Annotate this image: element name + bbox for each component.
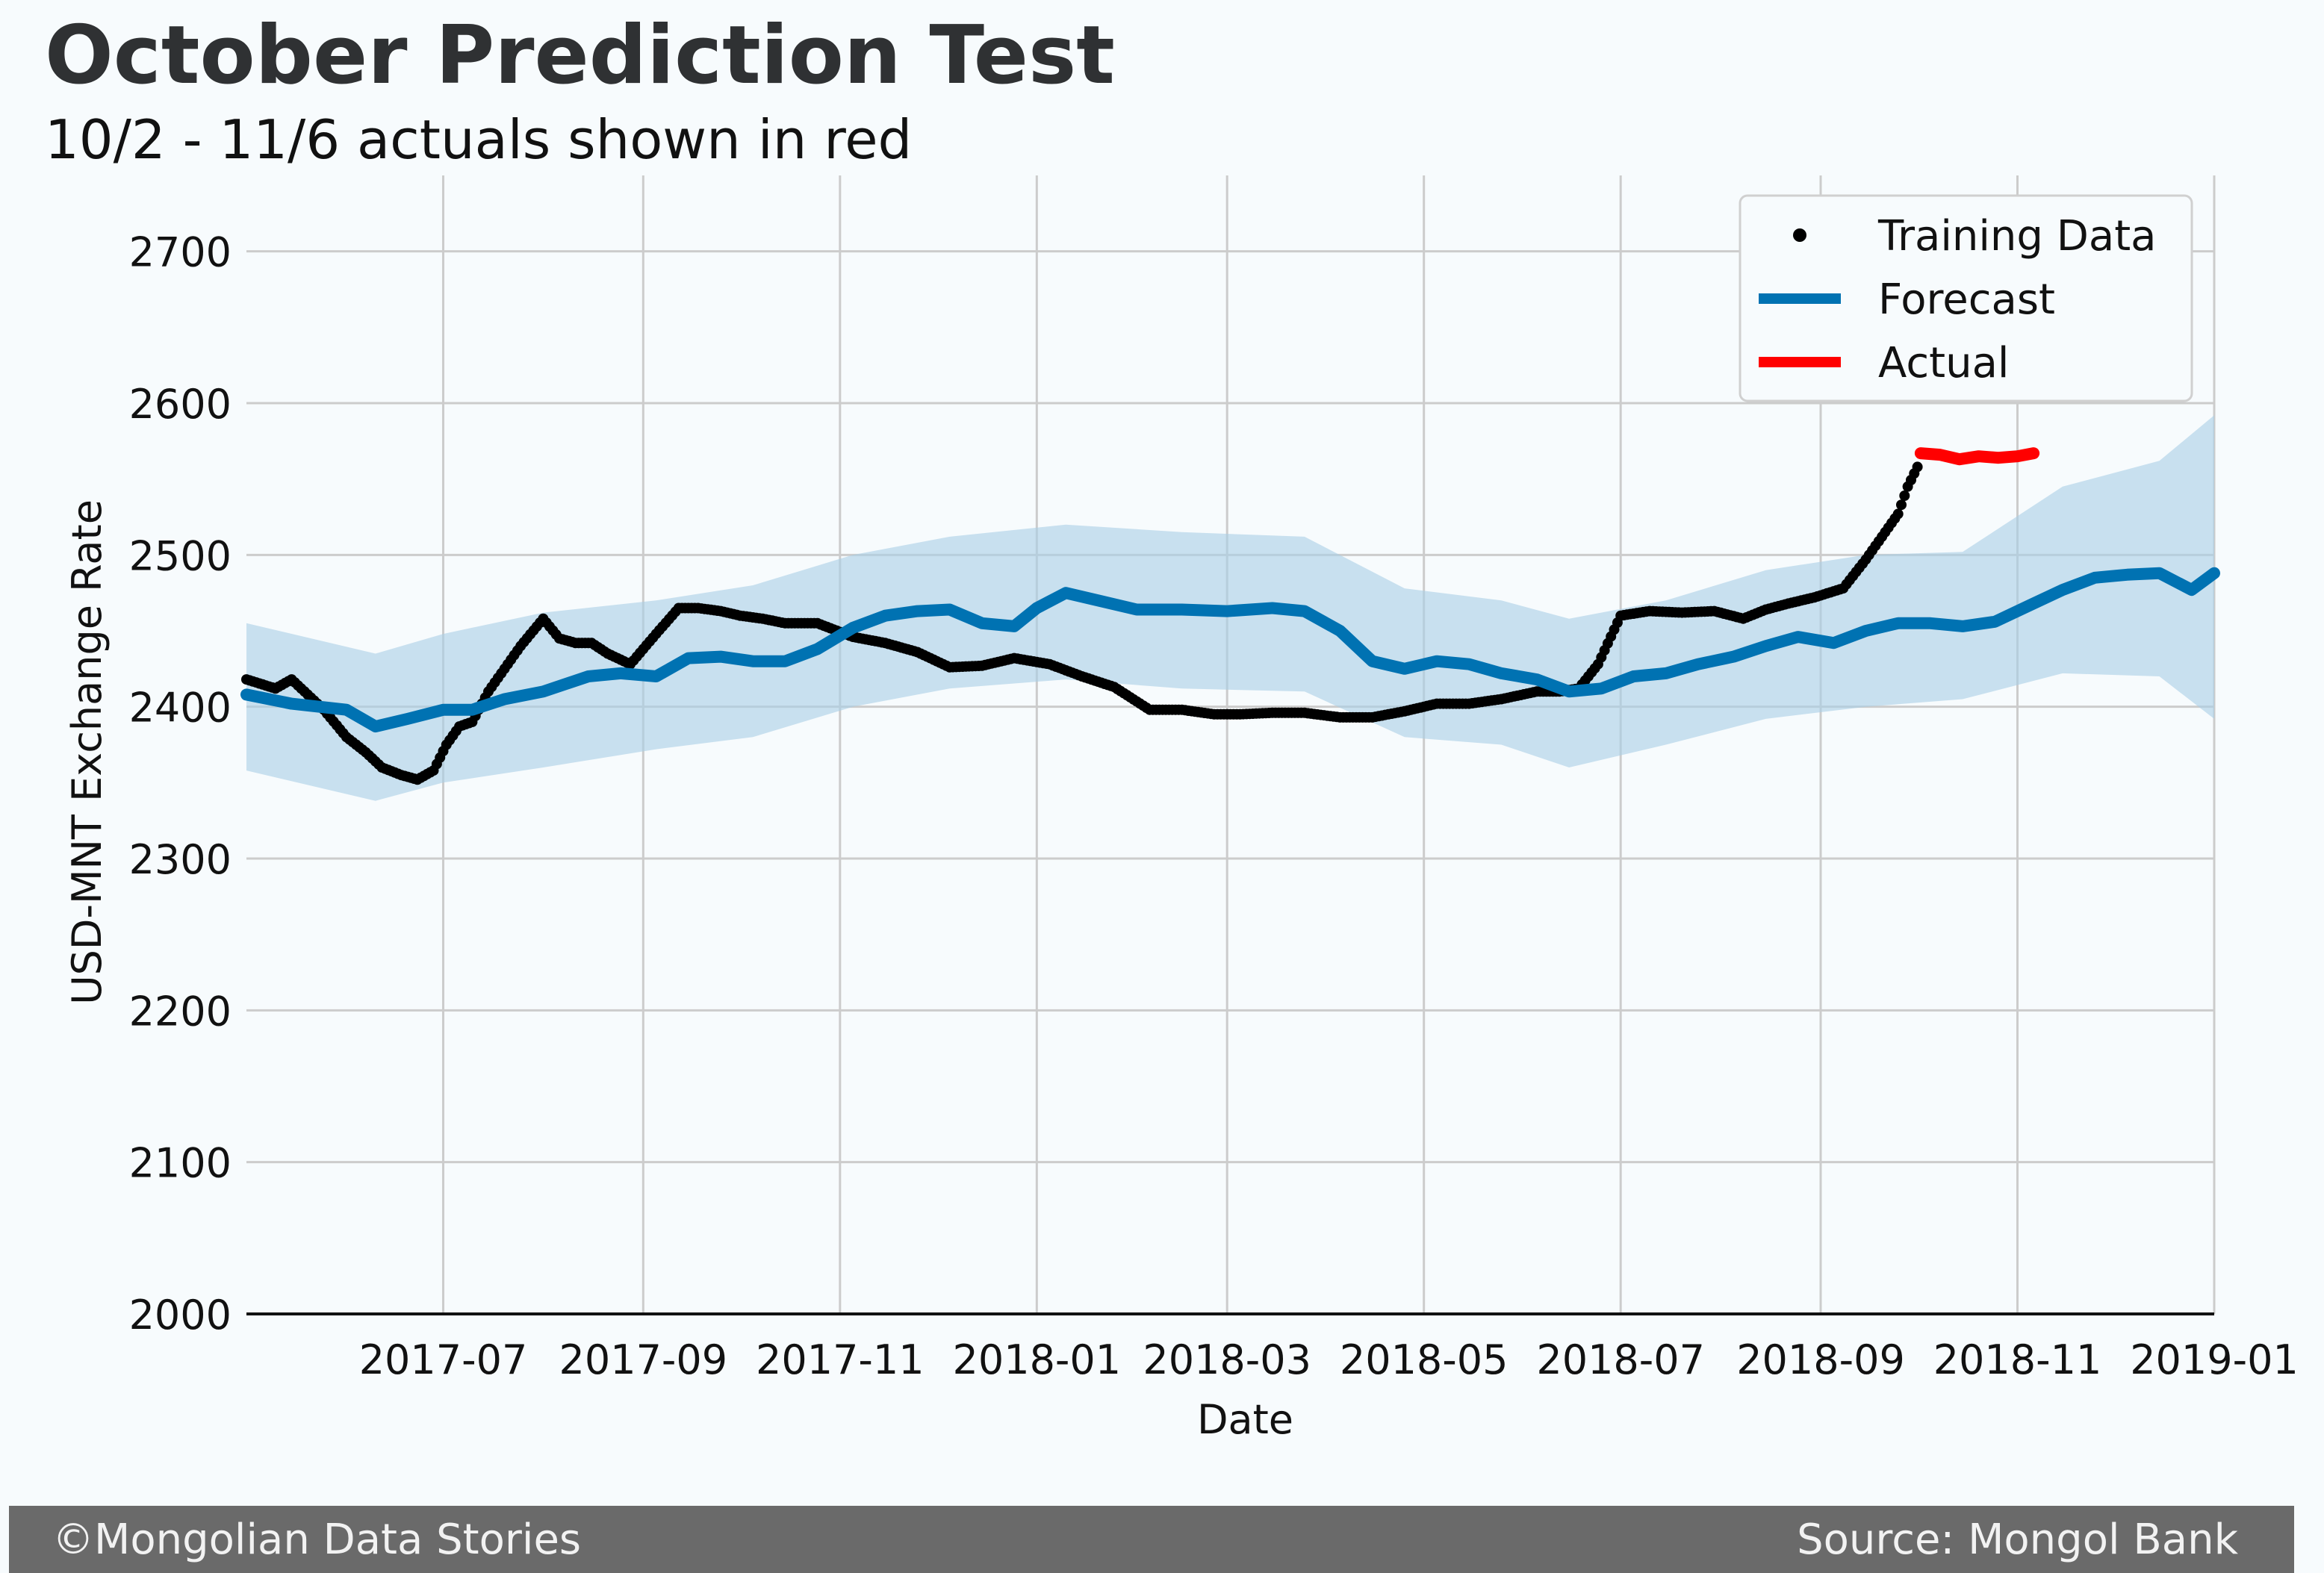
training-data-point <box>1896 499 1907 511</box>
legend-box <box>1739 194 2193 402</box>
y-tick-label: 2500 <box>129 532 232 579</box>
y-tick-label: 2000 <box>129 1292 232 1339</box>
x-tick-label: 2018-05 <box>1340 1336 1509 1383</box>
y-tick-label: 2200 <box>129 988 232 1035</box>
actual-line <box>1914 447 2040 466</box>
footer-source: Source: Mongol Bank <box>1797 1516 2238 1564</box>
legend-marker-training <box>1793 228 1806 242</box>
y-tick-label: 2700 <box>129 229 232 276</box>
y-tick-label: 2300 <box>129 836 232 883</box>
y-axis-label: USD-MNT Exchange Rate <box>63 499 111 1005</box>
x-tick-label: 2017-07 <box>359 1336 528 1383</box>
page-subtitle: 10/2 - 11/6 actuals shown in red <box>45 108 913 171</box>
footer-credit: ©Mongolian Data Stories <box>52 1516 582 1564</box>
training-data-point <box>1899 490 1910 501</box>
x-tick-label: 2019-01 <box>2130 1336 2299 1383</box>
x-tick-label: 2018-07 <box>1536 1336 1705 1383</box>
x-tick-label: 2018-01 <box>953 1336 1122 1383</box>
legend-label: Training Data <box>1877 212 2156 261</box>
x-axis-label: Date <box>1197 1396 1293 1443</box>
x-tick-label: 2017-09 <box>559 1336 728 1383</box>
legend-label: Actual <box>1878 339 2009 387</box>
x-tick-label: 2018-09 <box>1736 1336 1905 1383</box>
forecast-line <box>240 567 2220 733</box>
y-tick-label: 2100 <box>129 1140 232 1187</box>
training-data-point <box>1912 461 1923 473</box>
y-tick-label: 2400 <box>129 685 232 732</box>
x-tick-label: 2017-11 <box>756 1336 925 1383</box>
page-title: October Prediction Test <box>45 9 1115 102</box>
legend-label: Forecast <box>1878 275 2055 324</box>
x-tick-label: 2018-03 <box>1143 1336 1311 1383</box>
training-data-point <box>1892 508 1904 520</box>
x-tick-label: 2018-11 <box>1933 1336 2102 1383</box>
y-tick-label: 2600 <box>129 381 232 428</box>
